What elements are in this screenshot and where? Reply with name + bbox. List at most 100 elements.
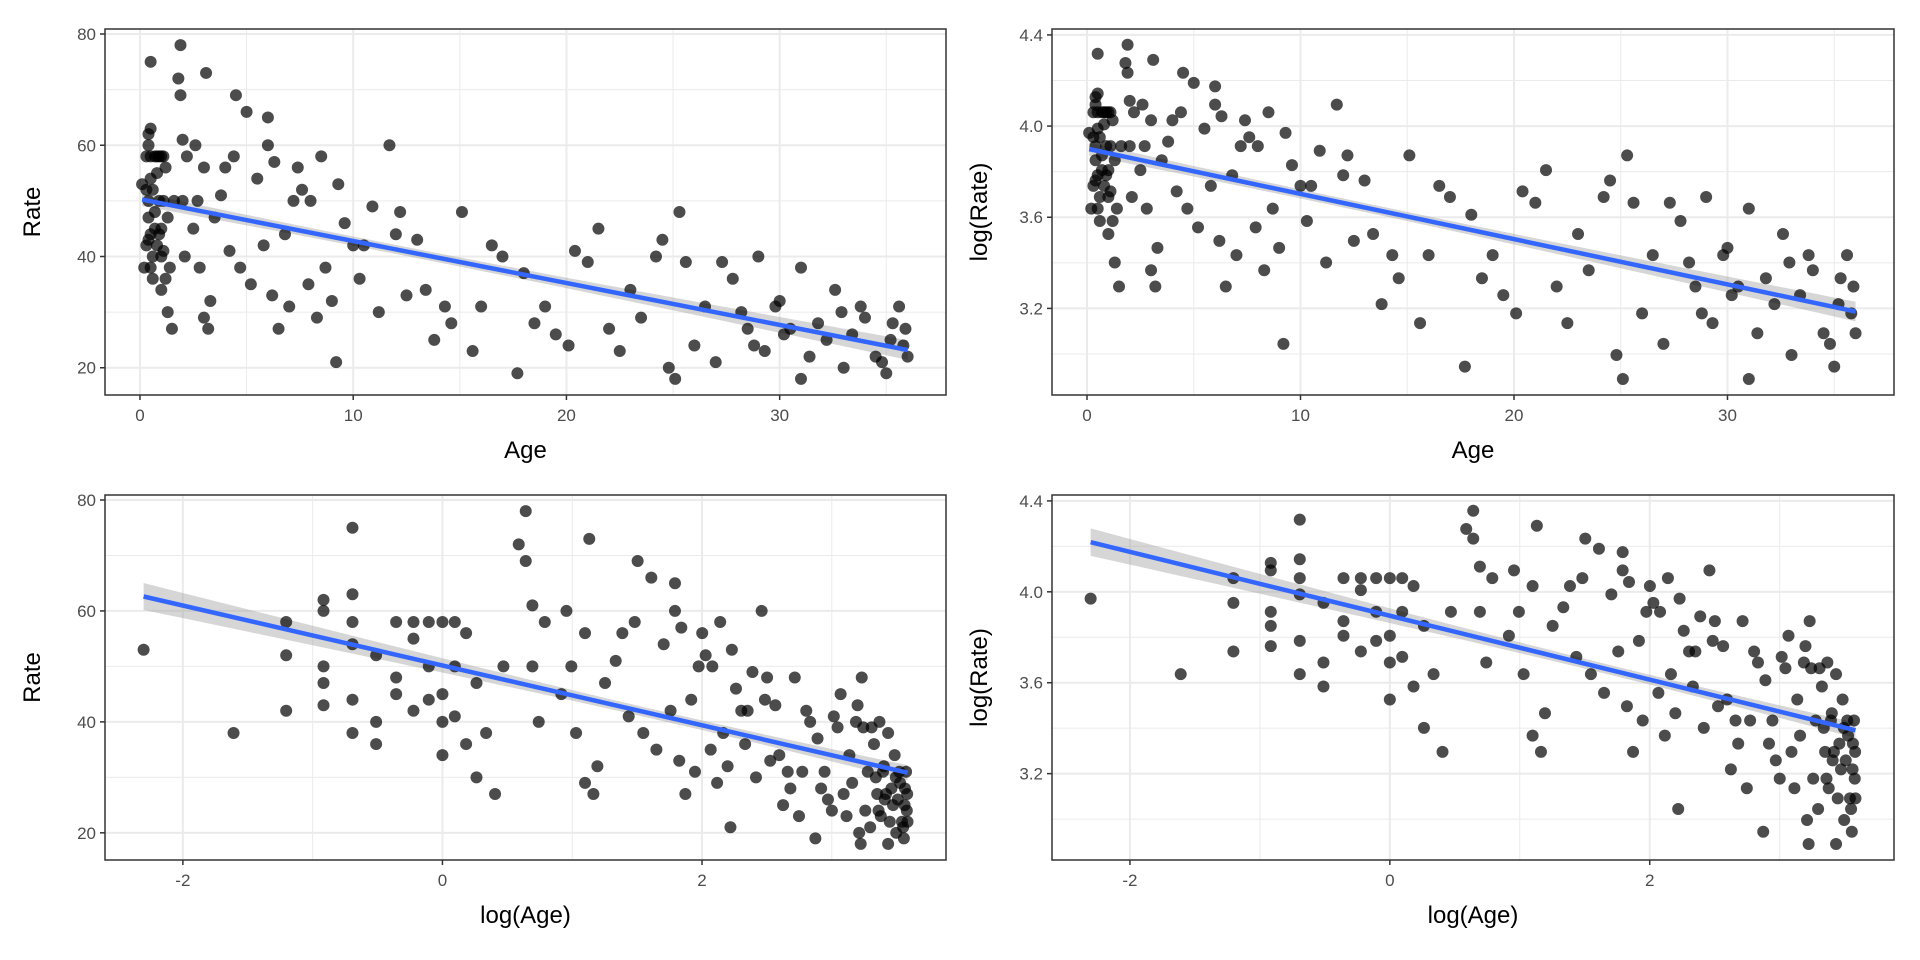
data-point (1846, 763, 1859, 776)
data-point (1486, 572, 1499, 585)
data-point (1204, 179, 1217, 192)
data-point (1170, 185, 1183, 198)
data-point (1370, 572, 1383, 585)
data-point (1337, 572, 1350, 585)
data-point (1647, 596, 1660, 609)
data-point (788, 671, 801, 684)
data-point (400, 289, 413, 302)
data-point (1294, 179, 1307, 192)
data-point (1815, 680, 1828, 693)
data-point (679, 787, 692, 800)
data-point (1227, 596, 1240, 609)
x-tick-label: 30 (1718, 406, 1737, 425)
data-point (1557, 601, 1570, 614)
data-point (1177, 66, 1190, 79)
data-point (1510, 307, 1523, 320)
data-point (1215, 110, 1228, 123)
data-point (1209, 98, 1222, 111)
data-point (1657, 337, 1670, 350)
data-point (480, 726, 493, 739)
data-point (1467, 532, 1480, 545)
data-point (325, 294, 338, 307)
data-point (1486, 249, 1499, 262)
data-point (549, 328, 562, 341)
data-point (390, 671, 403, 684)
data-point (1258, 264, 1271, 277)
data-point (1119, 57, 1132, 70)
data-point (512, 538, 525, 551)
data-point (394, 206, 407, 218)
data-point (1262, 106, 1275, 119)
data-point (1473, 605, 1486, 618)
y-axis-title: Rate (19, 652, 46, 703)
data-point (1703, 564, 1716, 577)
y-tick-label: 20 (77, 359, 96, 378)
data-point (1664, 668, 1677, 681)
data-point (1473, 560, 1486, 573)
data-point (1802, 249, 1815, 262)
data-point (685, 693, 698, 706)
data-point (1273, 241, 1286, 254)
data-point (901, 350, 914, 363)
x-axis-title: log(Age) (480, 902, 571, 929)
data-point (846, 776, 859, 789)
data-point (729, 682, 742, 695)
data-point (1458, 360, 1471, 373)
data-point (266, 289, 279, 302)
data-point (1821, 656, 1834, 669)
data-point (1422, 249, 1435, 262)
data-point (1512, 605, 1525, 618)
data-point (422, 693, 435, 706)
data-point (758, 345, 771, 358)
data-point (519, 555, 532, 568)
data-point (489, 787, 502, 800)
data-point (796, 765, 809, 778)
data-point (1234, 140, 1247, 153)
data-point (1833, 737, 1846, 750)
data-point (1672, 802, 1685, 815)
data-point (1407, 580, 1420, 593)
data-point (706, 660, 719, 673)
data-point (688, 765, 701, 778)
data-point (1174, 668, 1187, 681)
y-tick-label: 4.4 (1019, 492, 1043, 511)
data-point (650, 743, 663, 756)
data-point (1480, 656, 1493, 669)
data-point (1264, 619, 1277, 632)
data-point (1669, 707, 1682, 720)
data-point (859, 804, 872, 817)
data-point (455, 206, 468, 218)
data-point (1134, 164, 1147, 177)
data-point (159, 272, 172, 285)
data-point (1646, 249, 1659, 262)
data-point (1091, 47, 1104, 60)
y-axis-title: log(Rate) (966, 163, 993, 262)
data-point (867, 738, 880, 751)
data-point (1805, 662, 1818, 675)
data-point (436, 715, 449, 728)
data-point (1313, 144, 1326, 157)
data-point (880, 367, 893, 380)
data-point (407, 616, 420, 629)
data-point (777, 328, 790, 341)
data-point (1125, 190, 1138, 203)
data-point (310, 311, 323, 324)
data-point (1783, 256, 1796, 269)
data-point (777, 799, 790, 812)
data-point (581, 256, 594, 269)
data-point (1598, 686, 1611, 699)
data-point (370, 715, 383, 728)
data-point (178, 250, 191, 263)
data-point (1166, 114, 1179, 127)
data-point (1732, 737, 1745, 750)
data-point (882, 837, 895, 850)
data-point (1181, 202, 1194, 215)
data-point (1799, 640, 1812, 653)
data-point (460, 738, 473, 751)
data-point (603, 322, 616, 335)
data-point (1091, 87, 1104, 100)
plot-area (1052, 29, 1894, 395)
x-axis-title: Age (504, 437, 547, 464)
x-tick-label: -2 (175, 871, 190, 890)
regression-line (1090, 539, 1857, 733)
